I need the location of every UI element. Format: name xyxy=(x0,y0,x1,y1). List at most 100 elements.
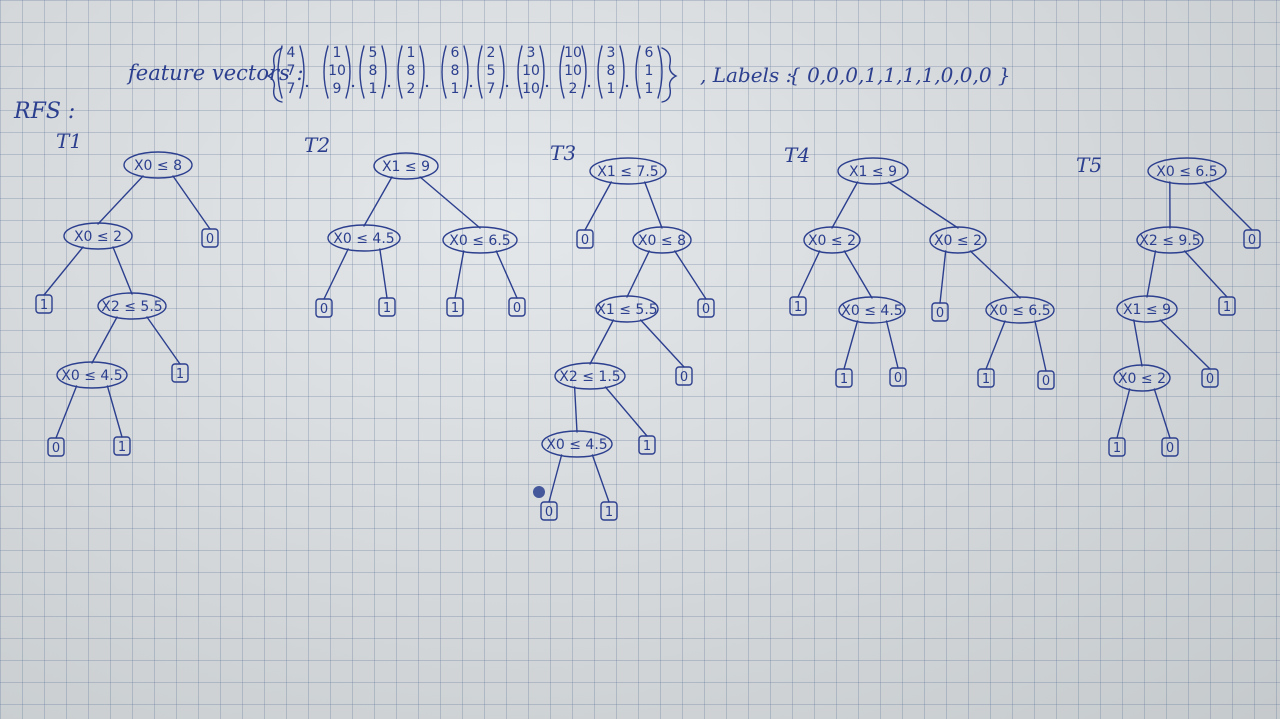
feature-vector: 3 8 1 xyxy=(597,45,629,99)
tree-edge xyxy=(573,386,578,433)
vector-right-paren xyxy=(619,45,625,99)
tree-edge xyxy=(454,250,465,299)
split-node-oval xyxy=(632,226,692,254)
tree-title: T1 xyxy=(56,129,82,153)
split-node: X0 ≤ 8 xyxy=(632,226,692,254)
split-node: X2 ≤ 5.5 xyxy=(97,292,167,320)
vector-component: 1 xyxy=(333,45,342,61)
leaf-box xyxy=(977,368,995,388)
split-condition: X0 ≤ 4.5 xyxy=(841,303,902,319)
vector-component: 3 xyxy=(527,45,536,61)
split-condition: X0 ≤ 2 xyxy=(934,233,982,249)
vector-component: 10 xyxy=(522,63,540,79)
labels-label: , Labels : xyxy=(700,63,792,87)
leaf-box xyxy=(35,294,53,314)
vector-right-paren xyxy=(499,45,505,99)
split-condition: X1 ≤ 9 xyxy=(849,164,897,180)
leaf-node: 0 xyxy=(1037,370,1055,390)
leaf-box xyxy=(201,228,219,248)
tree-edge xyxy=(885,320,899,369)
split-node-oval xyxy=(837,157,909,185)
leaf-label: 0 xyxy=(52,441,60,456)
vector-left-paren xyxy=(397,45,403,99)
vector-separator-comma xyxy=(351,84,355,88)
leaf-node: 1 xyxy=(171,363,189,383)
leaf-box xyxy=(675,366,693,386)
split-condition: X2 ≤ 5.5 xyxy=(101,299,162,315)
vector-component: 10 xyxy=(328,63,346,79)
tree-edge xyxy=(644,181,663,229)
split-node: X0 ≤ 6.5 xyxy=(442,226,518,254)
tree-edge xyxy=(843,320,859,370)
feature-vector: 3 10 10 xyxy=(517,45,549,99)
vector-component: 10 xyxy=(564,45,582,61)
leaf-node: 1 xyxy=(600,501,618,521)
vector-component: 6 xyxy=(451,45,460,61)
tree-edge xyxy=(591,454,610,503)
leaf-box xyxy=(600,501,618,521)
split-condition: X1 ≤ 9 xyxy=(1123,302,1171,318)
leaf-box xyxy=(540,501,558,521)
vector-right-paren xyxy=(657,45,663,99)
split-node-oval xyxy=(1116,295,1178,323)
split-condition: X0 ≤ 2 xyxy=(1118,371,1166,387)
vector-separator-comma xyxy=(587,84,591,88)
tree-edge xyxy=(97,175,144,225)
leaf-node: 0 xyxy=(315,298,333,318)
leaf-label: 1 xyxy=(176,367,184,382)
split-node-oval xyxy=(838,296,906,324)
tree-edge xyxy=(55,385,78,439)
leaf-label: 1 xyxy=(794,300,802,315)
vector-separator-comma xyxy=(545,84,549,88)
split-node-oval xyxy=(803,226,861,254)
vector-component: 5 xyxy=(487,63,496,79)
leaf-label: 0 xyxy=(702,302,710,317)
leaf-node: 1 xyxy=(977,368,995,388)
split-node: X1 ≤ 7.5 xyxy=(589,157,667,185)
split-node-oval xyxy=(589,157,667,185)
tree-edge xyxy=(172,175,211,230)
tree-edge xyxy=(604,386,648,437)
leaf-box xyxy=(1243,229,1261,249)
vector-left-paren xyxy=(517,45,523,99)
vector-component: 1 xyxy=(645,81,654,97)
tree-t1: T1 X0 ≤ 8 X0 ≤ 2 X2 ≤ 5.5 X0 ≤ 4.5 0 1 1 0 1 xyxy=(35,129,219,457)
split-node: X0 ≤ 2 xyxy=(929,226,987,254)
split-node: X2 ≤ 9.5 xyxy=(1136,226,1204,254)
leaf-label: 1 xyxy=(1223,300,1231,315)
split-node-oval xyxy=(595,295,659,323)
leaf-box xyxy=(113,436,131,456)
tree-t3: T3 X1 ≤ 7.5 X0 ≤ 8 X1 ≤ 5.5 X2 ≤ 1.5 X0 ≤ 4.5… xyxy=(540,141,715,521)
split-node: X0 ≤ 8 xyxy=(123,151,193,179)
ink-blot xyxy=(533,486,545,498)
split-condition: X0 ≤ 6.5 xyxy=(449,233,510,249)
split-node: X0 ≤ 6.5 xyxy=(985,296,1055,324)
leaf-node: 1 xyxy=(378,297,396,317)
tree-edge xyxy=(887,181,959,229)
leaf-node: 0 xyxy=(1201,368,1219,388)
leaf-box xyxy=(315,298,333,318)
split-node: X1 ≤ 9 xyxy=(1116,295,1178,323)
vector-separator-comma xyxy=(469,84,473,88)
leaf-node: 1 xyxy=(446,297,464,317)
tree-edge xyxy=(146,316,181,365)
vector-separator-comma xyxy=(625,84,629,88)
split-condition: X0 ≤ 6.5 xyxy=(989,303,1050,319)
split-node: X0 ≤ 4.5 xyxy=(541,430,613,458)
tree-edge xyxy=(985,320,1006,370)
feature-vector: 2 5 7 xyxy=(477,45,509,99)
tree-t4: T4 X1 ≤ 9 X0 ≤ 2 X0 ≤ 2 X0 ≤ 4.5 X0 ≤ 6.5 1 0 1 0… xyxy=(784,143,1055,390)
split-node-oval xyxy=(327,224,401,252)
leaf-node: 0 xyxy=(697,298,715,318)
tree-edge xyxy=(626,250,650,298)
leaf-node: 0 xyxy=(1161,437,1179,457)
tree-edge xyxy=(831,181,859,229)
leaf-label: 0 xyxy=(1248,233,1256,248)
set-open-brace xyxy=(266,47,283,103)
leaf-box xyxy=(638,435,656,455)
leaf-box xyxy=(378,297,396,317)
split-node-oval xyxy=(56,361,128,389)
leaf-box xyxy=(446,297,464,317)
leaf-node: 0 xyxy=(508,297,526,317)
